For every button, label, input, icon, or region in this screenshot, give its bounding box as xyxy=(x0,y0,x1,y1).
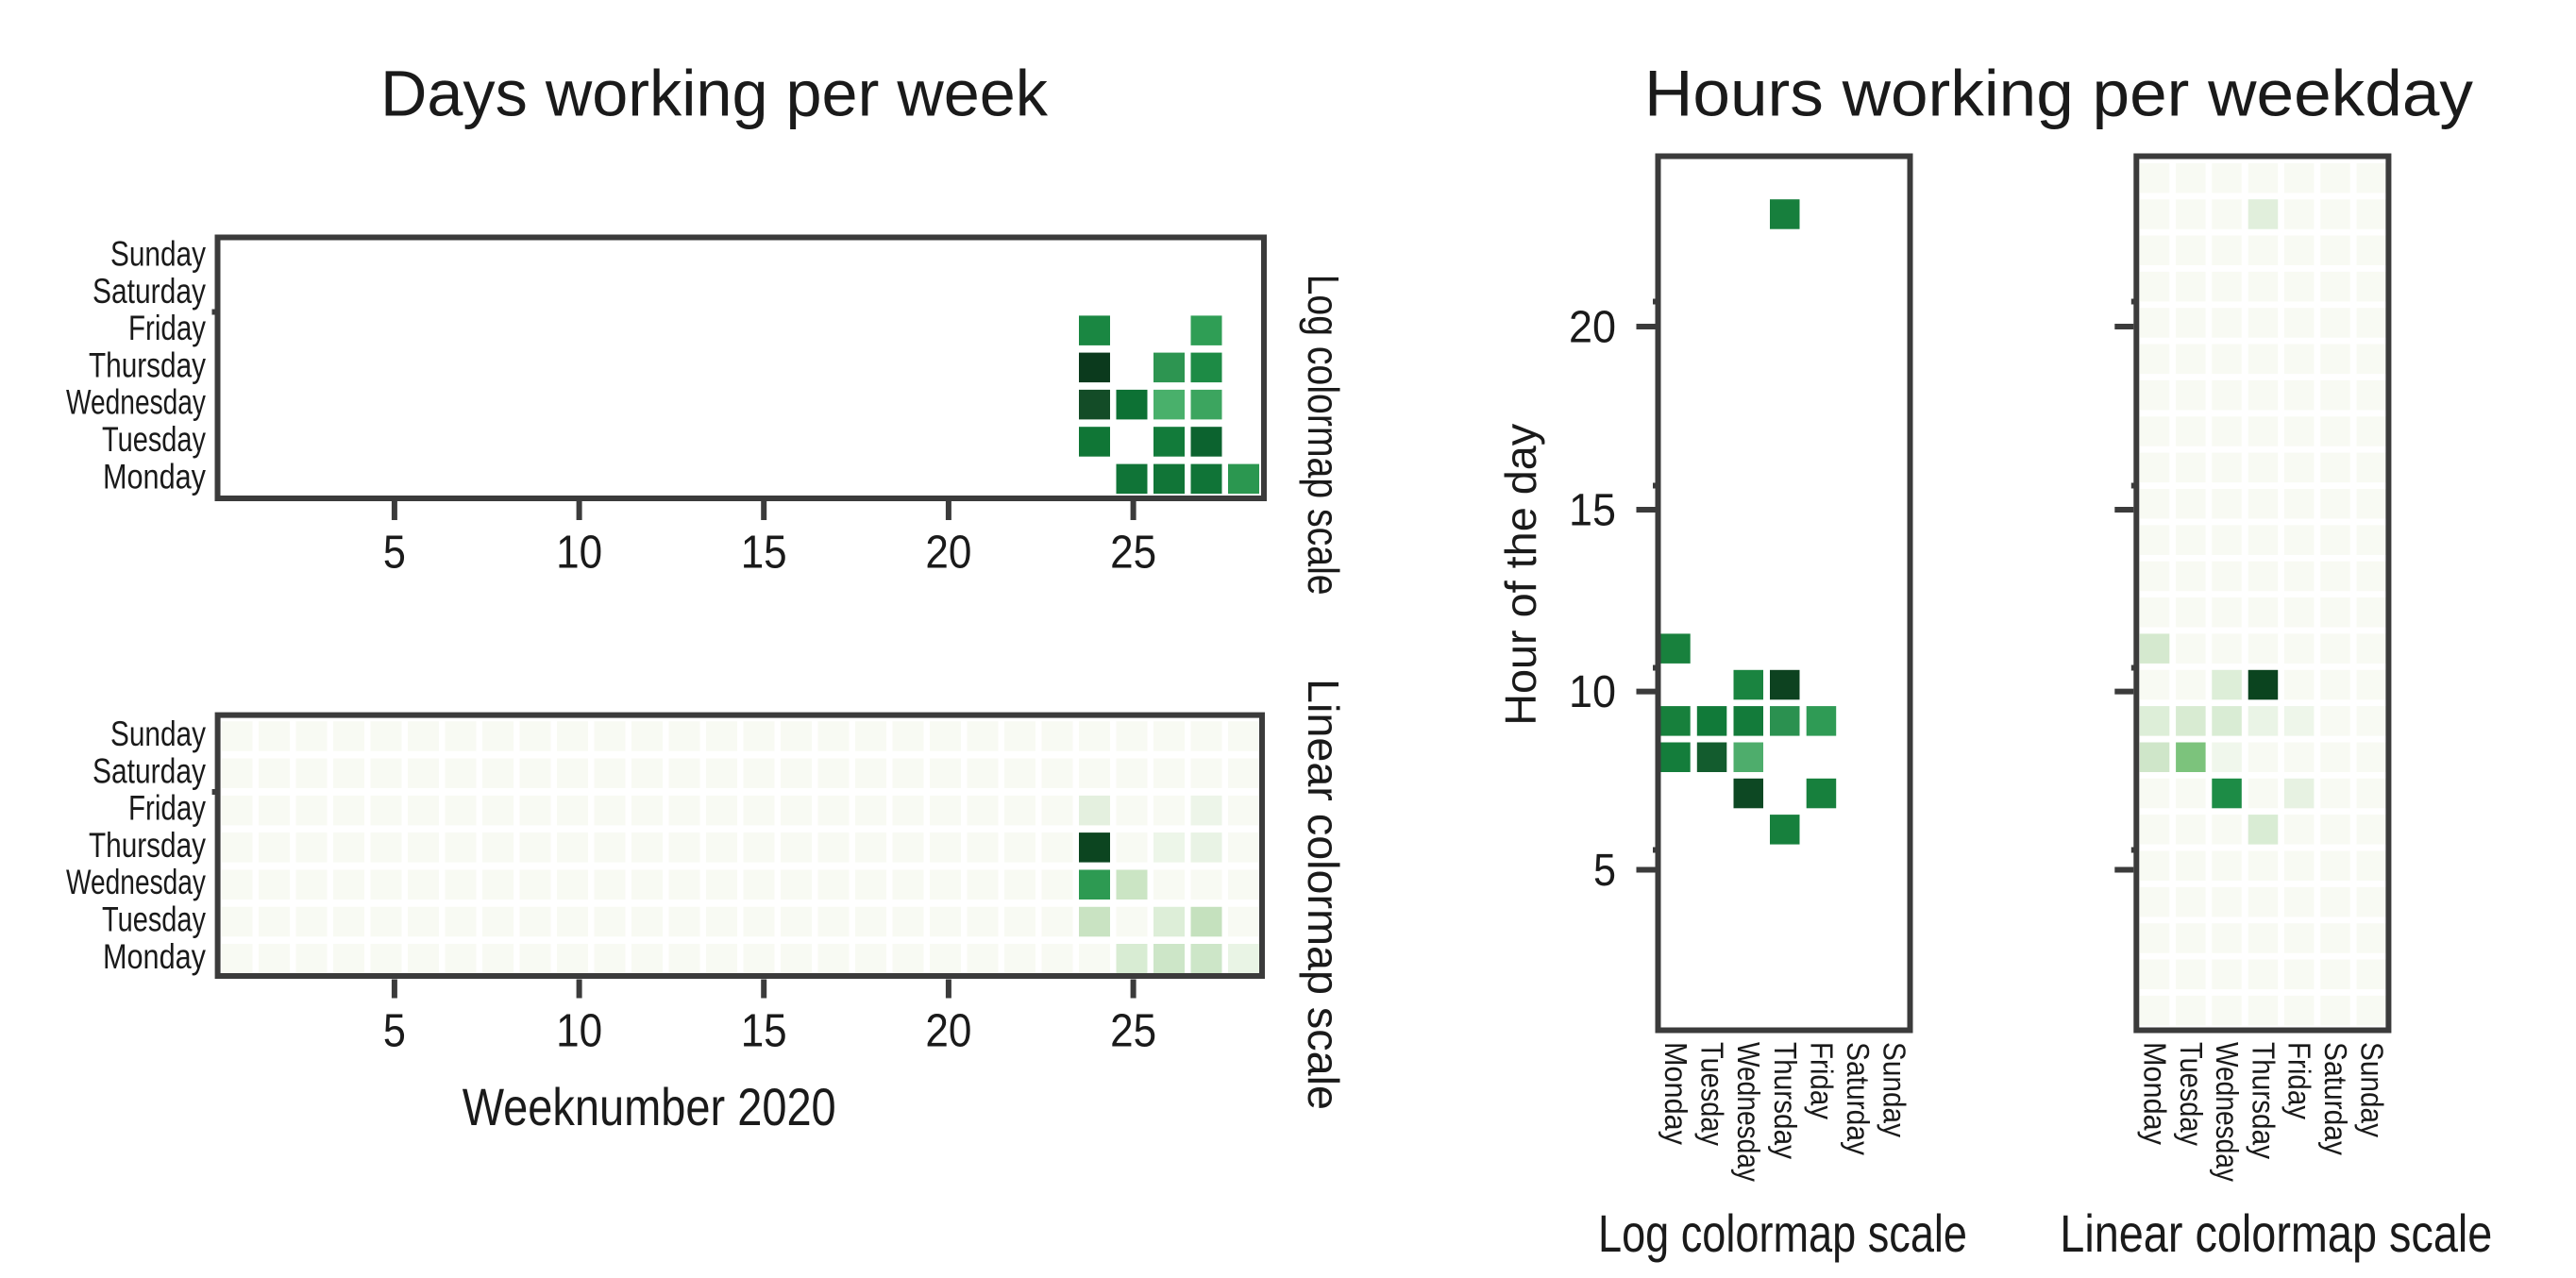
svg-text:Saturday: Saturday xyxy=(2318,1042,2353,1155)
svg-text:Hour of the day: Hour of the day xyxy=(1496,424,1545,726)
svg-text:Linear colormap scale: Linear colormap scale xyxy=(1299,679,1348,1110)
svg-text:Sunday: Sunday xyxy=(110,715,206,753)
svg-text:Wednesday: Wednesday xyxy=(2210,1042,2245,1182)
svg-text:20: 20 xyxy=(925,1006,971,1057)
svg-text:5: 5 xyxy=(383,528,406,579)
svg-text:20: 20 xyxy=(925,528,971,579)
svg-text:Tuesday: Tuesday xyxy=(1695,1042,1730,1146)
svg-text:Monday: Monday xyxy=(1658,1042,1693,1145)
svg-text:Tuesday: Tuesday xyxy=(2174,1042,2209,1146)
svg-text:15: 15 xyxy=(741,528,787,579)
svg-text:Tuesday: Tuesday xyxy=(102,420,206,459)
svg-text:20: 20 xyxy=(1569,303,1616,353)
svg-text:Thursday: Thursday xyxy=(89,345,206,384)
svg-text:Thursday: Thursday xyxy=(89,826,206,865)
svg-text:Log colormap scale: Log colormap scale xyxy=(1299,275,1348,596)
svg-text:Hours working per weekday: Hours working per weekday xyxy=(1644,58,2474,130)
svg-text:10: 10 xyxy=(556,1006,602,1057)
svg-text:Monday: Monday xyxy=(2138,1042,2173,1145)
svg-text:Tuesday: Tuesday xyxy=(102,900,206,939)
svg-text:Sunday: Sunday xyxy=(110,235,206,274)
svg-text:25: 25 xyxy=(1110,528,1156,579)
svg-text:Friday: Friday xyxy=(2282,1042,2317,1119)
svg-text:Days working per week: Days working per week xyxy=(380,58,1048,130)
svg-text:5: 5 xyxy=(383,1006,406,1057)
svg-text:Monday: Monday xyxy=(103,937,206,976)
svg-text:Thursday: Thursday xyxy=(1768,1042,1803,1159)
svg-text:Wednesday: Wednesday xyxy=(66,863,206,901)
svg-text:Weeknumber 2020: Weeknumber 2020 xyxy=(463,1077,836,1136)
svg-text:Linear colormap scale: Linear colormap scale xyxy=(2060,1203,2492,1263)
svg-text:Sunday: Sunday xyxy=(2354,1042,2389,1137)
svg-text:Friday: Friday xyxy=(128,309,206,347)
svg-text:Thursday: Thursday xyxy=(2246,1042,2281,1159)
svg-text:Saturday: Saturday xyxy=(93,272,206,311)
svg-text:Wednesday: Wednesday xyxy=(66,383,206,422)
svg-text:Saturday: Saturday xyxy=(1841,1042,1876,1155)
svg-text:5: 5 xyxy=(1593,846,1616,896)
svg-text:Saturday: Saturday xyxy=(93,751,206,790)
svg-text:10: 10 xyxy=(556,528,602,579)
svg-text:15: 15 xyxy=(741,1006,787,1057)
svg-text:Friday: Friday xyxy=(128,789,206,828)
svg-text:Sunday: Sunday xyxy=(1877,1042,1912,1137)
svg-text:25: 25 xyxy=(1110,1006,1156,1057)
svg-text:Monday: Monday xyxy=(103,457,206,496)
svg-text:Friday: Friday xyxy=(1804,1042,1839,1119)
svg-text:10: 10 xyxy=(1569,667,1616,717)
svg-text:15: 15 xyxy=(1569,486,1616,536)
svg-text:Wednesday: Wednesday xyxy=(1731,1042,1766,1182)
svg-text:Log colormap scale: Log colormap scale xyxy=(1598,1203,1967,1263)
